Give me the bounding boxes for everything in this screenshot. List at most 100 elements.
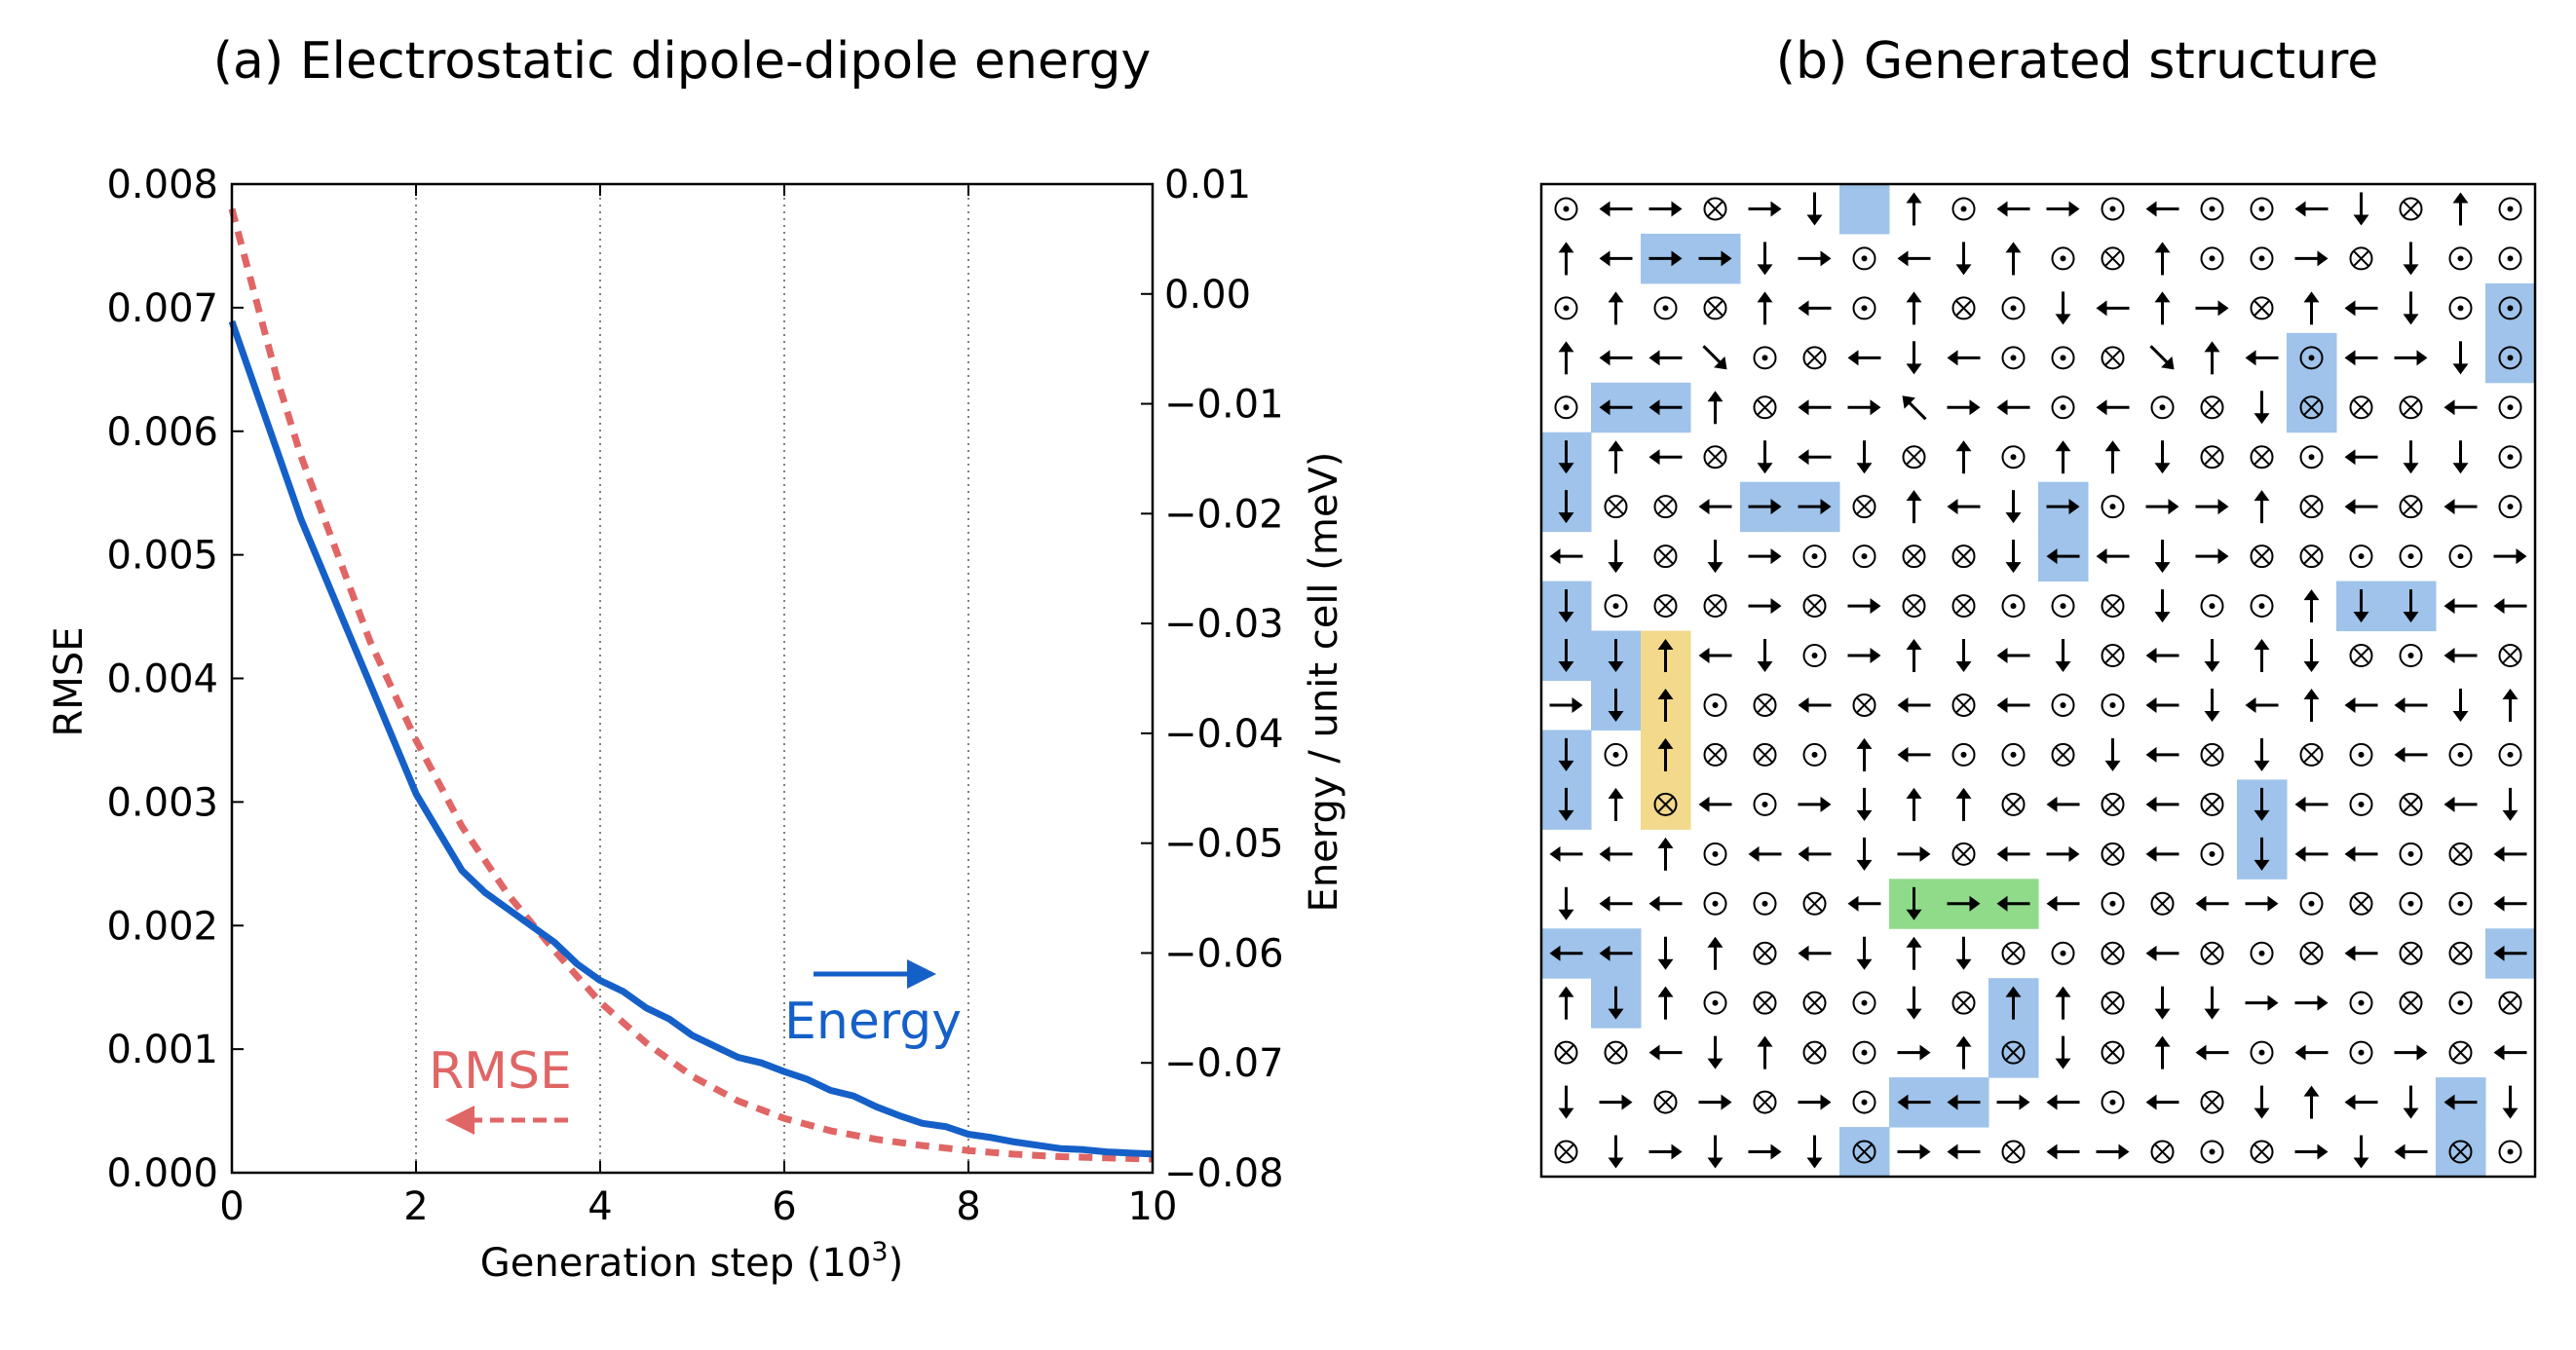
vertical-gridlines bbox=[415, 184, 969, 1173]
out-of-plane-icon bbox=[2349, 792, 2373, 816]
into-plane-icon bbox=[2299, 495, 2324, 519]
dipole-arrow-icon bbox=[1549, 548, 1583, 565]
dipole-arrow-icon bbox=[1955, 936, 1972, 970]
dipole-arrow-icon bbox=[1698, 796, 1732, 812]
dipole-arrow-icon bbox=[2145, 499, 2179, 515]
out-of-plane-icon bbox=[2448, 891, 2473, 916]
dipole-arrow-icon bbox=[2502, 787, 2519, 821]
x-tick-label: 8 bbox=[956, 1184, 980, 1229]
dipole-arrow-icon bbox=[1847, 598, 1881, 615]
out-of-plane-icon bbox=[2349, 544, 2373, 569]
into-plane-icon bbox=[1753, 991, 1777, 1015]
dipole-arrow-icon bbox=[1558, 341, 1574, 375]
dipole-arrow-icon bbox=[2443, 598, 2478, 615]
dipole-arrow-icon bbox=[1599, 1094, 1633, 1110]
dipole-arrow-icon bbox=[1608, 291, 1624, 325]
x-tick-label: 2 bbox=[403, 1184, 428, 1229]
dipole-arrow-icon bbox=[1707, 540, 1724, 574]
into-plane-icon bbox=[1802, 1040, 1827, 1065]
dipole-arrow-icon bbox=[1947, 895, 1981, 912]
dipole-arrow-icon bbox=[1707, 391, 1724, 425]
into-plane-icon bbox=[2200, 941, 2224, 965]
into-plane-icon bbox=[2101, 346, 2125, 370]
into-plane-icon bbox=[2250, 1140, 2274, 1164]
out-of-plane-icon bbox=[2299, 891, 2324, 916]
dipole-arrow-icon bbox=[1648, 201, 1683, 217]
out-of-plane-icon bbox=[2448, 296, 2473, 320]
into-plane-icon bbox=[2001, 1040, 2026, 1065]
out-of-plane-icon bbox=[2101, 693, 2125, 717]
dipole-arrow-icon bbox=[1798, 796, 1832, 812]
into-plane-icon bbox=[2399, 495, 2423, 519]
dipole-arrow-icon bbox=[1947, 1144, 1981, 1160]
dipole-arrow-icon bbox=[1996, 895, 2030, 912]
dipole-arrow-icon bbox=[2096, 548, 2130, 565]
into-plane-icon bbox=[2399, 197, 2423, 221]
out-of-plane-icon bbox=[2250, 594, 2274, 619]
dipole-arrow-icon bbox=[1847, 399, 1881, 416]
dipole-arrow-icon bbox=[2046, 499, 2080, 515]
dipole-arrow-icon bbox=[2493, 1044, 2527, 1061]
dipole-arrow-icon bbox=[2254, 490, 2270, 524]
dipole-arrow-icon bbox=[1707, 936, 1724, 970]
dipole-arrow-icon bbox=[2195, 1044, 2229, 1061]
out-of-plane-icon bbox=[2200, 842, 2224, 866]
out-of-plane-icon bbox=[2051, 346, 2075, 370]
line-chart-panel: (a) Electrostatic dipole-dipole energy 0… bbox=[47, 32, 1346, 1286]
into-plane-icon bbox=[2200, 742, 2224, 767]
dipole-arrow-icon bbox=[2145, 648, 2179, 664]
out-of-plane-icon bbox=[2349, 1040, 2373, 1065]
dipole-arrow-icon bbox=[1897, 1094, 1931, 1110]
dipole-arrow-icon bbox=[1798, 399, 1832, 416]
x-tick-label: 6 bbox=[772, 1184, 796, 1229]
dipole-arrow-icon bbox=[2005, 242, 2022, 276]
dipole-arrow-icon bbox=[1955, 1035, 1972, 1069]
into-plane-icon bbox=[2448, 1140, 2473, 1164]
into-plane-icon bbox=[2200, 395, 2224, 420]
dipole-arrow-icon bbox=[2403, 589, 2419, 623]
dipole-arrow-icon bbox=[1657, 837, 1674, 871]
dipole-arrow-icon bbox=[2403, 242, 2419, 276]
out-of-plane-icon bbox=[2150, 395, 2175, 420]
dipole-arrow-icon bbox=[1955, 440, 1972, 474]
dipole-arrow-icon bbox=[1955, 242, 1972, 276]
out-of-plane-icon bbox=[1703, 891, 1727, 916]
dipole-arrow-icon bbox=[1906, 986, 1922, 1020]
dipole-arrow-icon bbox=[1702, 345, 1727, 370]
dipole-arrow-icon bbox=[2394, 696, 2428, 713]
dipole-arrow-icon bbox=[1657, 936, 1674, 970]
out-of-plane-icon bbox=[2498, 445, 2522, 469]
dipole-arrow-icon bbox=[2452, 440, 2469, 474]
dipole-arrow-icon bbox=[2154, 986, 2171, 1020]
into-plane-icon bbox=[1703, 296, 1727, 320]
y-right-tick-label: −0.08 bbox=[1164, 1151, 1284, 1196]
out-of-plane-icon bbox=[2448, 742, 2473, 767]
dipole-arrow-icon bbox=[2294, 1144, 2329, 1160]
into-plane-icon bbox=[1604, 1040, 1628, 1065]
dipole-arrow-icon bbox=[2294, 250, 2329, 267]
dipole-arrow-icon bbox=[2353, 192, 2369, 226]
dipole-arrow-icon bbox=[2344, 696, 2378, 713]
dipole-arrow-icon bbox=[2493, 598, 2527, 615]
dipole-arrow-icon bbox=[1648, 250, 1683, 267]
into-plane-icon bbox=[1852, 495, 1876, 519]
into-plane-icon bbox=[1703, 197, 1727, 221]
dipole-arrow-icon bbox=[1608, 440, 1624, 474]
dipole-arrow-icon bbox=[1558, 986, 1574, 1020]
out-of-plane-icon bbox=[1554, 296, 1578, 320]
dipole-arrow-icon bbox=[2344, 845, 2378, 862]
dipole-arrow-icon bbox=[1947, 499, 1981, 515]
out-of-plane-icon bbox=[2001, 346, 2026, 370]
into-plane-icon bbox=[2101, 792, 2125, 816]
into-plane-icon bbox=[1604, 495, 1628, 519]
out-of-plane-icon bbox=[2051, 395, 2075, 420]
into-plane-icon bbox=[1802, 346, 1827, 370]
out-of-plane-icon bbox=[2498, 296, 2522, 320]
dipole-arrow-icon bbox=[1996, 1094, 2030, 1110]
out-of-plane-icon bbox=[2498, 1140, 2522, 1164]
dipole-arrow-icon bbox=[1558, 787, 1574, 821]
out-of-plane-icon bbox=[2498, 742, 2522, 767]
dipole-arrow-icon bbox=[2145, 796, 2179, 812]
dipole-arrow-icon bbox=[1955, 787, 1972, 821]
into-plane-icon bbox=[2250, 445, 2274, 469]
